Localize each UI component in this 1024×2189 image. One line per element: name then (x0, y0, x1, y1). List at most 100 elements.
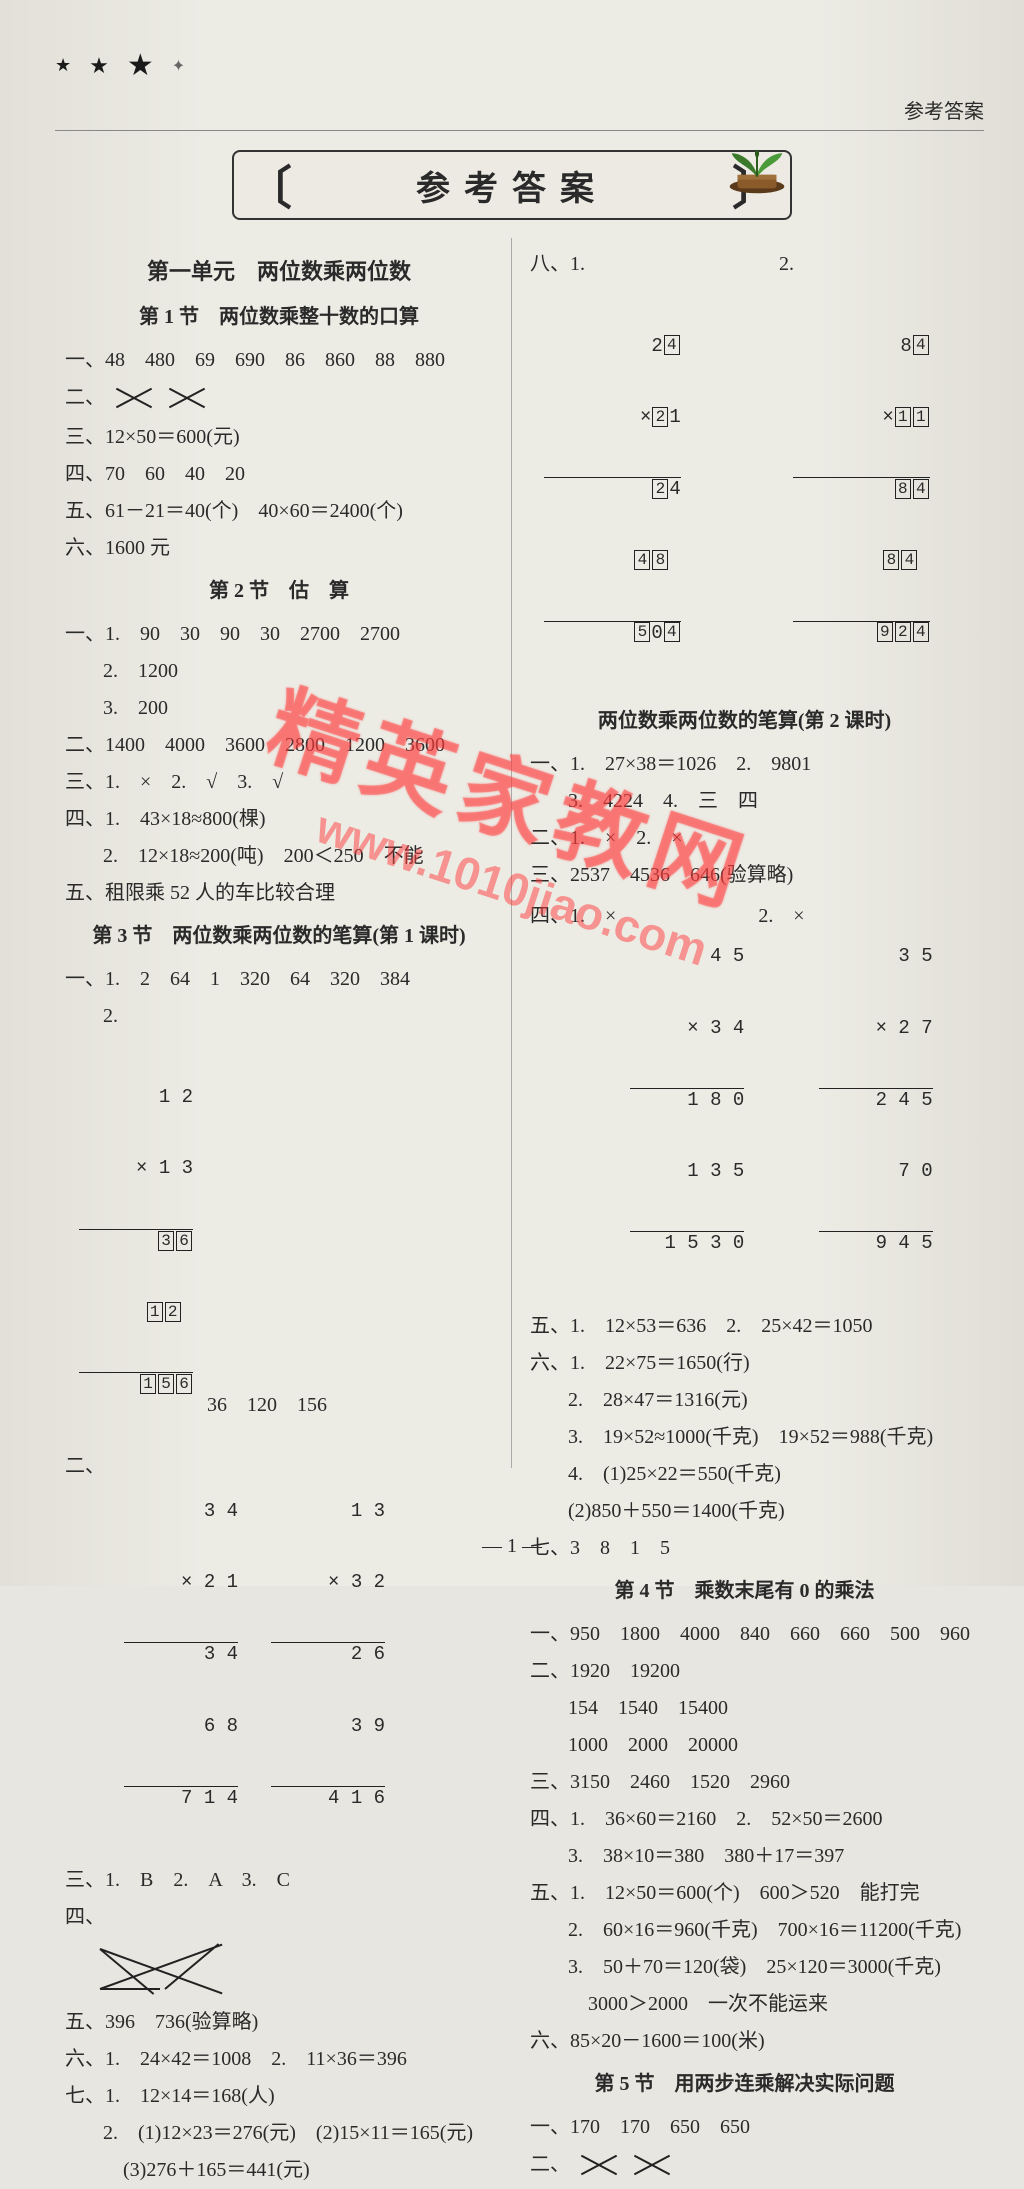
answer-line: 三、2537 4536 646(验算略) (530, 857, 959, 894)
box-digit: 5 (158, 1374, 174, 1394)
box-digit: 8 (652, 550, 668, 570)
digit: 0 (651, 622, 662, 644)
vm-row: × 3 2 (271, 1571, 385, 1595)
vm-row: 24 (544, 335, 681, 359)
answer-line: 2. 12×18≈200(吨) 200＜250 不能 (65, 838, 493, 875)
box-digit: 1 (140, 1374, 156, 1394)
digit: 4 (669, 478, 680, 500)
answer-line: 3. 200 (65, 690, 493, 727)
title-box: 〔 参考答案 〕 (232, 150, 792, 220)
answer-line: 154 1540 15400 (530, 1690, 959, 1727)
cross-match-icon (163, 379, 211, 419)
digit: 2 (651, 335, 662, 357)
answer-line: 一、1. 90 30 90 30 2700 2700 (65, 616, 493, 653)
box-digit: 1 (913, 407, 929, 427)
vm-row: 4 5 (630, 945, 744, 969)
vm-8-2: 2. 84 ×11 84 84 924 (779, 246, 959, 697)
star-icon: ★ (127, 48, 154, 83)
digit: 8 (900, 335, 911, 357)
cross-match-icon (575, 2146, 623, 2186)
answer-line: 一、950 1800 4000 840 660 660 500 960 (530, 1616, 959, 1653)
vm-row: 84 (793, 477, 930, 502)
vm-row: 1 3 5 (630, 1160, 744, 1184)
answer-line: 2. (65, 998, 493, 1035)
box-digit: 2 (165, 1302, 181, 1322)
answer-line: 四、 (65, 1899, 493, 1936)
answer-line: 二、1920 19200 (530, 1653, 959, 1690)
answer-line: 3. 19×52≈1000(千克) 19×52＝988(千克) (530, 1419, 959, 1456)
vm-row: 924 (793, 621, 930, 646)
vm-row: 504 (544, 621, 681, 646)
vm-row: × 3 4 (630, 1017, 744, 1041)
section-5-title: 第 5 节 用两步连乘解决实际问题 (530, 2066, 959, 2103)
vm-row: 1 2 (79, 1086, 193, 1110)
vm-row: 7 0 (819, 1160, 933, 1184)
answer-line: 七、1. 12×14＝168(人) (65, 2078, 493, 2115)
label: 四、1. × (530, 894, 616, 935)
vertical-multiplication: 3 4 × 2 1 3 4 6 8 7 1 4 (124, 1452, 238, 1858)
vertical-mult-group: 1 2 × 1 3 36 12 156 36 120 156 (65, 1035, 493, 1449)
header-rule (55, 130, 984, 131)
label: 八、1. (530, 253, 585, 275)
box-digit: 8 (895, 479, 911, 499)
answer-line: 五、396 736(验算略) (65, 2004, 493, 2041)
vm-row: 1 8 0 (630, 1088, 744, 1113)
matching-diagram (95, 1940, 245, 2000)
answer-line: 四、70 60 40 20 (65, 456, 493, 493)
box-digit: 5 (634, 622, 650, 642)
digit: 1 (669, 406, 680, 428)
unit-title: 第一单元 两位数乘两位数 (65, 252, 493, 293)
answer-line: 2. 1200 (65, 653, 493, 690)
answer-line: 一、1. 2 64 1 320 64 320 384 (65, 961, 493, 998)
vertical-multiplication: 84 ×11 84 84 924 (793, 287, 930, 693)
section-4-title: 第 4 节 乘数末尾有 0 的乘法 (530, 1573, 959, 1610)
cross-match-icon (628, 2146, 676, 2186)
answer-line: 六、1600 元 (65, 530, 493, 567)
box-digit: 9 (877, 622, 893, 642)
answer-line: 四、1. 43×18≈800(棵) (65, 801, 493, 838)
vm-row: × 1 3 (79, 1157, 193, 1181)
vertical-multiplication: 1 3 × 3 2 2 6 3 9 4 1 6 (271, 1452, 385, 1858)
answer-line: 六、1. 22×75＝1650(行) (530, 1345, 959, 1382)
answer-line: 4. (1)25×22＝550(千克) (530, 1456, 959, 1493)
page-number: — 1 — (482, 1535, 542, 1558)
vm-row: 4 1 6 (271, 1786, 385, 1811)
vm-row: × 2 7 (819, 1017, 933, 1041)
star-icon: ★ (89, 53, 109, 79)
answer-line: 六、85×20－1600＝100(米) (530, 2023, 959, 2060)
answer-line: 二、 (65, 379, 493, 419)
answer-line: 二、1400 4000 3600 2800 1200 3600 (65, 727, 493, 764)
answer-line: 六、1. 24×42＝1008 2. 11×36＝396 (65, 2041, 493, 2078)
vm-8-1: 八、1. 24 ×21 24 48 504 (530, 246, 749, 697)
vm-row: 24 (544, 477, 681, 502)
vm-row: 6 8 (124, 1715, 238, 1739)
label: 二、 (65, 386, 105, 408)
section-2-title: 第 2 节 估 算 (65, 573, 493, 610)
box-digit: 4 (664, 335, 680, 355)
vm-row: 84 (793, 549, 930, 573)
bracket-left-icon: 〔 (246, 152, 292, 218)
section-3-title: 第 3 节 两位数乘两位数的笔算(第 1 课时) (65, 918, 493, 955)
box-digit: 1 (895, 407, 911, 427)
vm-group-4: 四、1. × 4 5 × 3 4 1 8 0 1 3 5 1 5 3 0 2. … (530, 894, 959, 1308)
vertical-multiplication: 4 5 × 3 4 1 8 0 1 3 5 1 5 3 0 (630, 898, 744, 1304)
header-stars: ★ ★ ★ ✦ (55, 48, 185, 83)
box-digit: 4 (913, 622, 929, 642)
vm-row: 156 (79, 1372, 193, 1397)
answer-line: 二、1. × 2. × (530, 820, 959, 857)
box-digit: 4 (664, 622, 680, 642)
answer-line: 三、1. B 2. A 3. C (65, 1862, 493, 1899)
vm-row: 3 4 (124, 1500, 238, 1524)
cross-match-icon (110, 379, 158, 419)
answer-line: 三、3150 2460 1520 2960 (530, 1764, 959, 1801)
left-column: 第一单元 两位数乘两位数 第 1 节 两位数乘整十数的口算 一、48 480 6… (55, 238, 512, 1468)
box-digit: 1 (147, 1302, 163, 1322)
answer-line: 2. 28×47＝1316(元) (530, 1382, 959, 1419)
vm-row: 3 5 (819, 945, 933, 969)
vertical-multiplication: 1 2 × 1 3 36 12 156 (79, 1039, 193, 1445)
answer-line: (3)276＋165＝441(元) (65, 2152, 493, 2189)
star-icon: ✦ (172, 56, 185, 76)
answer-line: 3. 4224 4. 三 四 (530, 783, 959, 820)
box-digit: 2 (652, 479, 668, 499)
vm-row: 12 (79, 1301, 193, 1325)
